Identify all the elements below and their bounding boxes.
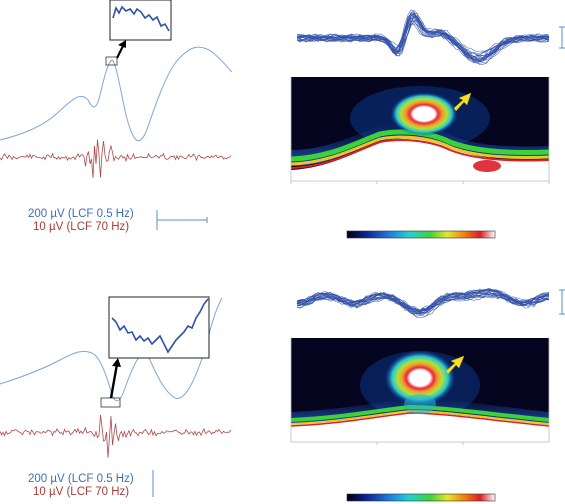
overlay-waveform-trace <box>296 23 550 57</box>
bottom-heatmap <box>291 338 549 442</box>
top-pointer-arrow <box>116 40 126 59</box>
bottom-panel <box>0 287 565 502</box>
overlay-waveform-trace <box>296 13 550 62</box>
bottom-zoom-inset <box>108 296 210 359</box>
top-yellow-arrow-icon <box>453 92 472 112</box>
top-filtered-trace <box>0 139 232 178</box>
bottom-filtered-scalebar-label: 10 µV (LCF 70 Hz) <box>33 486 130 498</box>
overlay-waveform-trace <box>296 17 550 58</box>
top-raw-scalebar-label: 200 µV (LCF 0.5 Hz) <box>28 208 134 220</box>
overlay-waveform-trace <box>296 13 550 60</box>
top-waveform-scalebar <box>559 26 565 49</box>
top-panel <box>0 0 565 239</box>
bottom-zoom-box <box>100 397 121 408</box>
bottom-colorbar <box>346 493 496 502</box>
bottom-pointer-arrow <box>109 358 121 399</box>
overlay-waveform-trace <box>296 290 550 312</box>
bottom-yellow-arrow-icon <box>445 355 465 375</box>
overlay-waveform-trace <box>296 16 550 63</box>
top-overlaid-waveforms <box>296 9 550 66</box>
top-filtered-scalebar-label: 10 µV (LCF 70 Hz) <box>33 221 130 233</box>
bottom-overlaid-waveforms <box>296 287 550 319</box>
bottom-raw-scalebar-label: 200 µV (LCF 0.5 Hz) <box>28 473 134 485</box>
bottom-raw-trace <box>0 297 223 402</box>
top-heatmap-axes <box>290 77 550 184</box>
bottom-heatmap-axes <box>290 338 550 445</box>
overlay-waveform-trace <box>296 12 550 62</box>
top-colorbar <box>346 230 496 239</box>
overlay-waveform-trace <box>296 293 550 312</box>
bottom-filtered-trace <box>0 414 232 458</box>
overlay-waveform-trace <box>296 289 550 315</box>
overlay-waveform-trace <box>296 291 550 315</box>
top-heatmap <box>291 77 549 181</box>
top-signal-scalebar <box>156 210 208 230</box>
top-zoom-inset <box>109 0 172 41</box>
top-raw-trace <box>0 46 233 142</box>
bottom-waveform-scalebar <box>559 289 565 315</box>
top-zoom-box <box>105 56 118 66</box>
